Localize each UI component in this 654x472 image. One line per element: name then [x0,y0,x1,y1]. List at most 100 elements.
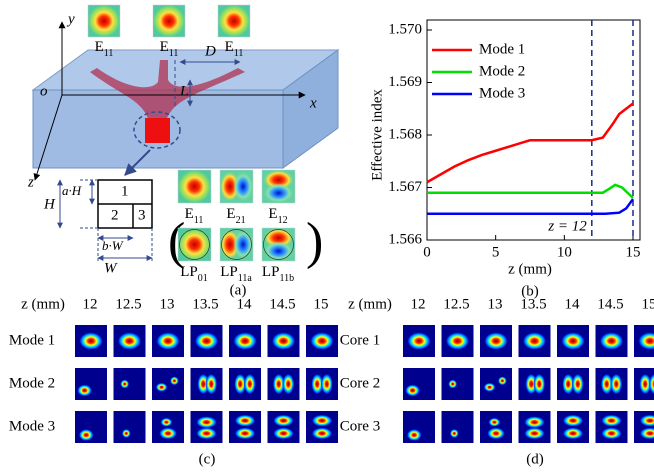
label: x [309,95,317,111]
y-tick-label: 1.570 [388,21,422,37]
label-sub: 11 [234,48,244,59]
label: D [204,43,216,59]
label: 12.5 [115,296,141,312]
label: (d) [526,451,544,467]
label-sub: 21 [236,215,246,226]
field-spot [312,415,333,427]
field-spot [484,383,496,392]
label: W [104,260,118,276]
label: 13 [488,296,503,312]
label: Core 2 [340,375,380,391]
x-axis-label: z (mm) [508,261,552,277]
field-spot [79,332,103,350]
field-spot [122,429,131,438]
field-spot [195,332,219,350]
label-main: LP [180,264,198,280]
field-spot [312,427,333,439]
field-spot [160,418,172,427]
mode-field [233,230,253,260]
series-line [427,104,633,183]
mode-field [153,5,185,37]
field-spot [601,415,622,427]
mode-field [264,241,294,261]
field-image [480,368,512,400]
y-tick-label: 1.569 [388,74,422,90]
field-image [75,368,107,400]
field-spot [563,427,584,439]
field-image [152,368,184,400]
label-sub: 11 [194,215,204,226]
field-spot [407,429,422,441]
x-tick-label: 10 [557,244,572,260]
label: Core 3 [340,418,380,434]
field-spot [170,376,179,385]
label: z [27,174,34,190]
label: 1 [121,183,129,199]
field-spot [282,374,294,395]
annotation: z = 12 [547,218,587,234]
mode-field [233,172,253,202]
x-tick-label: 15 [626,244,641,260]
mode-label: LP01 [180,264,208,283]
field-spot [205,374,217,395]
field-image [442,368,474,400]
field-spot [563,415,584,427]
field-spot [235,415,256,427]
mode-label: LP11b [262,264,294,283]
x-tick-label: 5 [492,244,500,260]
series-line [427,185,633,198]
label: 15 [642,296,654,312]
mode-field [218,5,250,37]
mode-field [178,228,211,261]
legend-label: Mode 2 [479,63,525,79]
label: 12.5 [443,296,469,312]
label-sub: 11 [169,48,179,59]
field-image [442,411,474,443]
label-main: E [185,206,194,222]
label: 14.5 [269,296,295,312]
mode-label: E11 [185,206,204,225]
page: {"panel_a":{"axis_labels":{"y":"y","o":"… [0,0,654,472]
field-spot [118,332,142,350]
mode-field [178,170,211,203]
label-main: LP [220,264,238,280]
label: Mode 3 [9,418,55,434]
label-sub: 11b [279,273,294,284]
field-spot [321,374,333,395]
y-tick-label: 1.567 [388,179,422,195]
field-spot [524,416,545,428]
label: a·H [62,183,82,198]
label: 14.5 [597,296,623,312]
field-spot [235,427,256,439]
label: y [66,11,75,27]
field-image [403,368,435,400]
field-spot [523,332,547,350]
field-spot [310,332,334,350]
y-tick-label: 1.566 [388,231,422,247]
field-spot [273,427,294,439]
field-spot [233,332,257,350]
mode-label: E21 [226,206,245,225]
label: 2 [111,207,119,223]
field-spot [244,374,256,395]
field-spot [405,384,420,396]
label-main: LP [262,264,280,280]
field-spot [448,380,457,389]
mode-label: E12 [268,206,287,225]
field-spot [572,374,584,395]
field-spot [156,383,168,392]
label: (c) [199,451,216,467]
field-spot [533,374,545,395]
label: b·W [102,238,124,253]
label-sub: 12 [278,215,288,226]
field-spot [610,374,622,395]
y-axis-label: Effective index [369,89,385,181]
label: Core 1 [340,332,380,348]
field-spot [79,429,94,441]
legend-label: Mode 3 [479,85,525,101]
field-spot [498,376,507,385]
field-spot [524,427,545,439]
field-image [114,368,146,400]
legend-label: Mode 1 [479,41,525,57]
waveguide-box [33,22,338,180]
